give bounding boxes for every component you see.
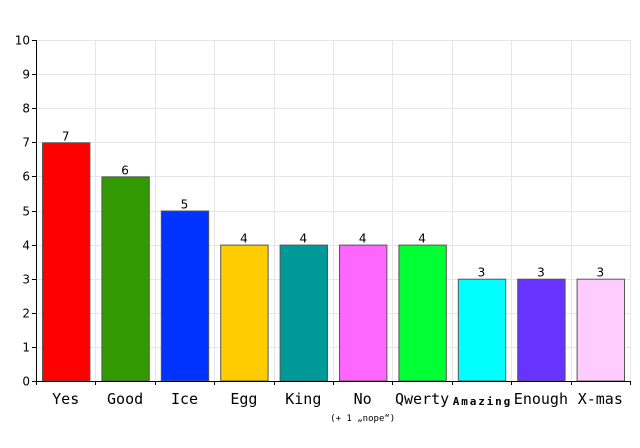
bar-ice bbox=[160, 210, 210, 382]
bar-king bbox=[279, 244, 329, 382]
data-label: 4 bbox=[299, 232, 307, 246]
data-label: 3 bbox=[596, 266, 604, 280]
category-label: Good bbox=[107, 390, 143, 408]
category-label: Amazing bbox=[453, 395, 510, 408]
bar-enough bbox=[517, 278, 566, 382]
data-label: 5 bbox=[181, 198, 189, 212]
data-label: 3 bbox=[478, 266, 486, 280]
annotations: (+ 1 „nope“) bbox=[330, 414, 395, 424]
y-tick-label: 1 bbox=[22, 341, 30, 355]
category-label: King bbox=[285, 390, 321, 408]
y-tick-labels: 0 1 2 3 4 5 6 7 8 9 10 bbox=[15, 34, 30, 389]
y-tick-label: 8 bbox=[22, 102, 30, 116]
category-label: Enough bbox=[514, 390, 568, 408]
category-label: No bbox=[354, 390, 372, 408]
y-tick-label: 6 bbox=[22, 170, 30, 184]
category-label: Qwerty bbox=[395, 390, 449, 408]
bar-egg bbox=[220, 244, 269, 382]
category-label: Egg bbox=[230, 390, 257, 408]
data-label: 4 bbox=[359, 232, 367, 246]
data-labels: 7 6 5 4 4 4 4 3 3 3 bbox=[62, 129, 604, 279]
bar-good bbox=[101, 176, 150, 382]
data-label: 4 bbox=[418, 232, 426, 246]
data-label: 4 bbox=[240, 232, 248, 246]
y-tick-label: 0 bbox=[22, 375, 30, 389]
category-label: Yes bbox=[52, 390, 79, 408]
category-label: X-mas bbox=[578, 390, 623, 408]
data-label: 7 bbox=[62, 129, 70, 143]
category-labels: Yes Good Ice Egg King No Qwerty Amazing Enough X-… bbox=[52, 390, 623, 408]
data-label: 6 bbox=[121, 163, 129, 177]
axes bbox=[32, 40, 631, 385]
data-label: 3 bbox=[537, 266, 545, 280]
bar-amazing bbox=[457, 278, 507, 382]
y-tick-label: 7 bbox=[22, 136, 30, 150]
y-tick-label: 5 bbox=[22, 205, 30, 219]
bar-yes bbox=[42, 142, 91, 382]
y-tick-label: 3 bbox=[22, 273, 30, 287]
bar-no bbox=[339, 244, 388, 382]
y-tick-label: 9 bbox=[22, 68, 30, 82]
bar-x-mas bbox=[576, 278, 625, 382]
category-label: Ice bbox=[171, 390, 198, 408]
bars bbox=[42, 142, 625, 382]
category-annotation: (+ 1 „nope“) bbox=[330, 414, 395, 424]
y-tick-label: 2 bbox=[22, 307, 30, 321]
y-tick-label: 4 bbox=[22, 239, 30, 253]
bar-qwerty bbox=[398, 244, 447, 382]
y-tick-label: 10 bbox=[15, 34, 30, 48]
